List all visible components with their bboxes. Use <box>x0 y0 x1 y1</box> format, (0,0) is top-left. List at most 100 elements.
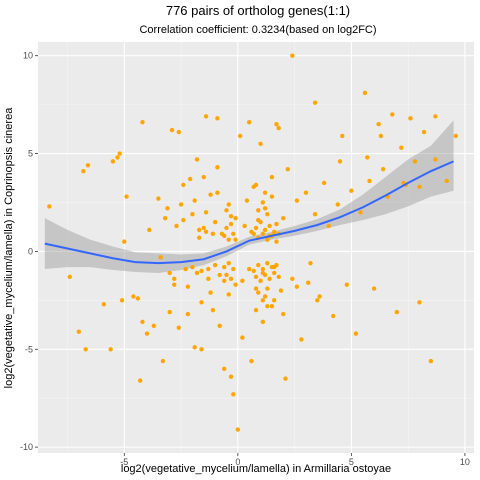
data-point <box>362 90 368 96</box>
data-point <box>176 129 181 135</box>
data-point <box>67 274 72 280</box>
x-tick-label: 0 <box>235 457 240 467</box>
data-point <box>185 311 191 317</box>
data-point <box>265 286 270 291</box>
data-point <box>276 274 281 280</box>
data-point <box>137 378 143 383</box>
data-point <box>412 159 418 164</box>
data-point <box>258 278 263 283</box>
data-point <box>165 206 170 211</box>
data-point <box>269 264 275 270</box>
data-point <box>358 210 363 215</box>
data-point <box>228 276 234 282</box>
plot-panel <box>38 42 474 453</box>
chart-title: 776 pairs of ortholog genes(1:1) <box>166 3 350 18</box>
data-point <box>217 323 222 328</box>
data-point <box>253 307 259 313</box>
data-point <box>210 307 216 313</box>
data-point <box>181 217 186 223</box>
data-point <box>208 290 213 295</box>
x-tick-label: -5 <box>120 457 128 467</box>
data-point <box>378 133 384 139</box>
data-point <box>269 194 275 199</box>
data-point <box>240 278 245 283</box>
data-point <box>222 366 227 372</box>
data-point <box>299 337 304 342</box>
data-point <box>394 309 399 315</box>
data-point <box>151 323 157 328</box>
data-point <box>197 235 202 240</box>
data-point <box>119 298 125 303</box>
data-point <box>353 331 359 336</box>
data-point <box>76 329 82 334</box>
data-point <box>190 264 195 270</box>
data-point <box>337 159 343 164</box>
data-point <box>274 122 279 127</box>
data-point <box>399 145 404 150</box>
data-point <box>315 298 320 303</box>
data-point <box>203 229 209 235</box>
data-point <box>258 141 263 146</box>
data-point <box>267 223 272 229</box>
y-tick-label: 10 <box>23 51 33 61</box>
data-point <box>367 178 372 184</box>
data-point <box>417 300 422 305</box>
data-point <box>408 116 413 121</box>
data-point <box>253 274 259 280</box>
data-point <box>428 358 434 364</box>
data-point <box>215 190 220 195</box>
data-point <box>183 266 188 272</box>
data-point <box>371 286 377 291</box>
data-point <box>156 196 161 201</box>
data-point <box>240 335 245 340</box>
data-point <box>262 206 268 211</box>
data-point <box>140 319 145 325</box>
data-point <box>290 276 295 282</box>
data-point <box>131 294 136 299</box>
data-point <box>294 198 300 203</box>
confidence-ribbon-layer <box>44 120 454 273</box>
data-point <box>217 272 222 278</box>
data-point <box>206 266 211 272</box>
data-point <box>203 114 209 119</box>
data-point <box>433 157 438 162</box>
data-point <box>256 290 261 295</box>
data-point <box>326 223 331 229</box>
data-point <box>271 270 277 276</box>
data-point <box>294 284 300 289</box>
data-point <box>269 174 275 180</box>
data-point <box>162 215 168 221</box>
data-point <box>249 358 254 364</box>
data-point <box>233 215 238 221</box>
data-point <box>271 229 277 235</box>
data-point <box>265 212 270 217</box>
data-point <box>246 266 252 272</box>
smooth-line <box>44 160 454 265</box>
data-point <box>303 190 309 195</box>
data-point <box>317 294 322 299</box>
data-point <box>108 347 113 352</box>
data-point <box>122 239 127 244</box>
data-point <box>212 262 218 268</box>
data-point <box>172 282 177 287</box>
data-point <box>274 239 279 244</box>
data-point <box>201 225 206 231</box>
data-point <box>185 284 191 289</box>
data-point <box>376 122 381 127</box>
data-point <box>135 296 141 301</box>
data-point <box>212 219 218 225</box>
data-point <box>283 376 288 381</box>
data-point <box>281 311 286 317</box>
data-point <box>215 165 220 170</box>
confidence-ribbon <box>44 120 454 273</box>
data-point <box>228 221 234 227</box>
data-point <box>174 223 179 229</box>
data-point <box>260 298 266 303</box>
y-tick-label: -10 <box>20 442 33 452</box>
data-point <box>85 163 91 168</box>
data-point <box>101 302 107 307</box>
data-point <box>237 133 243 139</box>
data-point <box>199 347 204 352</box>
y-tick-label: 0 <box>28 246 33 256</box>
